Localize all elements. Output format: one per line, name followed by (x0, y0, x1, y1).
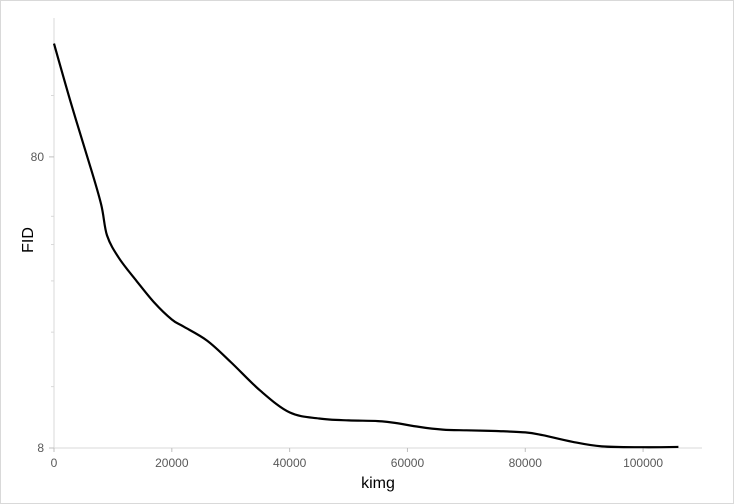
y-axis-title: FID (20, 227, 37, 253)
x-tick-label: 60000 (391, 456, 425, 470)
axes (53, 18, 702, 449)
y-tick-label: 8 (37, 441, 44, 455)
x-axis-title: kimg (361, 475, 395, 492)
x-tick-label: 0 (51, 456, 58, 470)
y-tick-label: 80 (31, 150, 45, 164)
x-tick-label: 80000 (509, 456, 543, 470)
x-tick-label: 40000 (273, 456, 307, 470)
x-tick-label: 20000 (155, 456, 189, 470)
series-line (52, 43, 679, 449)
y-axis-ticks: 8 80 (31, 95, 54, 455)
x-tick-label: 100000 (623, 456, 663, 470)
x-axis-ticks: 0 20000 40000 60000 80000 100000 (51, 448, 663, 470)
